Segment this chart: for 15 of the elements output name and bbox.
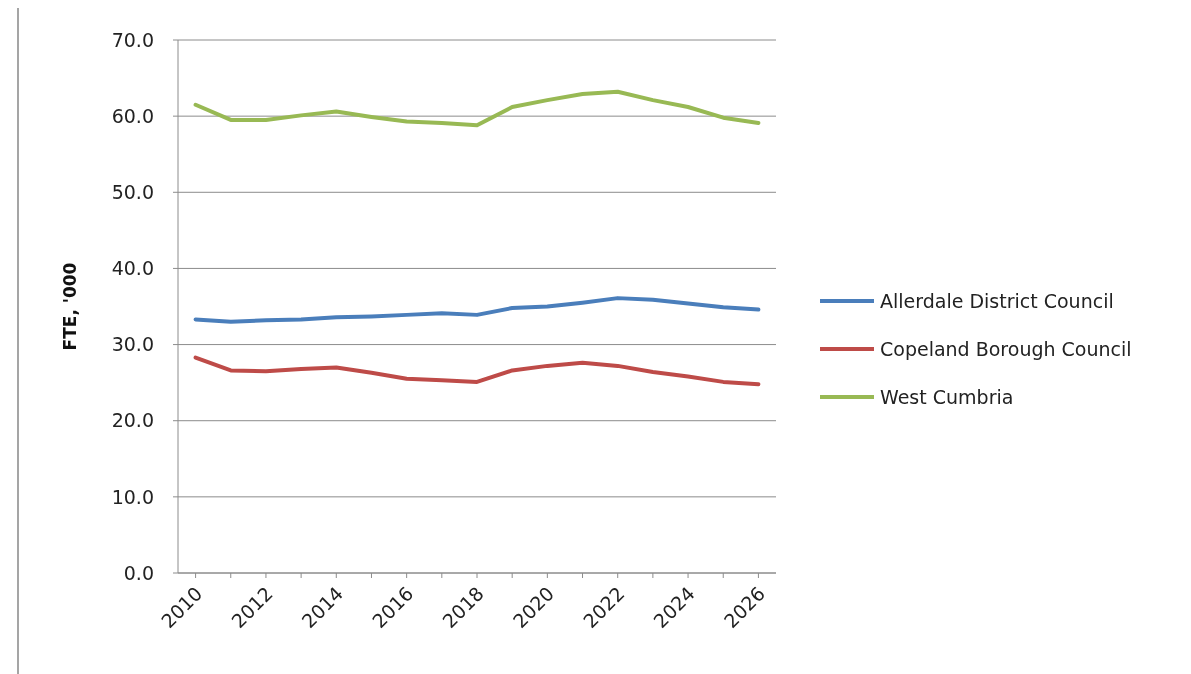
line-series: [193, 355, 761, 387]
legend-label: Allerdale District Council: [880, 289, 1114, 312]
y-tick-label: 20.0: [111, 409, 154, 432]
y-tick-label: 50.0: [111, 180, 154, 203]
y-tick-label: 0.0: [123, 561, 154, 584]
line-series: [193, 89, 761, 128]
legend-label: West Cumbria: [880, 385, 1014, 408]
y-tick-label: 60.0: [111, 104, 154, 127]
y-tick-label: 30.0: [111, 333, 154, 356]
y-tick-label: 40.0: [111, 257, 154, 280]
y-tick-label: 70.0: [111, 28, 154, 51]
y-axis-title: FTE, '000: [60, 262, 80, 351]
legend-label: Copeland Borough Council: [880, 337, 1132, 360]
y-tick-label: 10.0: [111, 485, 154, 508]
line-series: [193, 296, 761, 324]
